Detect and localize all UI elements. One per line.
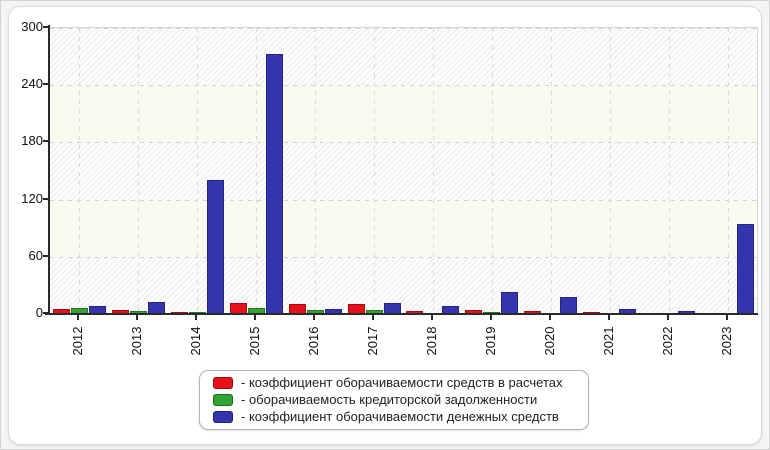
bar-2016-s0 (289, 304, 306, 314)
y-axis-label: 240 (21, 76, 43, 92)
y-tick (43, 83, 48, 86)
legend-swatch-red (213, 377, 233, 389)
background-band (50, 142, 757, 200)
chart-panel: 0 60 120 180 240 300 2012 2013 2014 2015 2016 2017 2… (8, 6, 762, 445)
bar-2019-s2 (501, 292, 518, 314)
bar-2012-s0 (53, 309, 70, 314)
v-gridline (668, 28, 670, 314)
bar-2018-s2 (442, 306, 459, 314)
bar-2012-s2 (89, 306, 106, 314)
background-band (50, 199, 757, 257)
legend-item-receivables-turnover: - коэффициент оборачиваемости средств в … (213, 375, 578, 391)
bar-2014-s2 (207, 180, 224, 314)
v-gridline (315, 28, 317, 314)
x-axis-label: 2015 (247, 326, 263, 356)
x-axis-label: 2012 (70, 326, 86, 356)
x-axis-label: 2020 (541, 326, 557, 356)
background-band (50, 85, 757, 143)
legend-item-cash-turnover: - коэффициент оборачиваемости денежных с… (213, 409, 578, 425)
background-band (50, 28, 757, 86)
bar-2013-s2 (148, 302, 165, 314)
x-tick (725, 315, 728, 320)
legend-label: - оборачиваемость кредиторской задолженн… (241, 392, 538, 407)
legend-swatch-blue (213, 411, 233, 423)
x-axis-label: 2013 (129, 326, 145, 356)
bar-2015-s0 (230, 303, 247, 314)
x-tick (666, 315, 669, 320)
bar-2015-s1 (248, 308, 265, 314)
v-gridline (256, 28, 258, 314)
bar-2021-s2 (619, 309, 636, 314)
bar-2018-s0 (406, 311, 423, 314)
x-axis-label: 2016 (306, 326, 322, 356)
v-gridline (491, 28, 493, 314)
h-gridline (50, 142, 757, 144)
plot-area (49, 27, 758, 315)
bar-2013-s0 (112, 310, 129, 314)
x-axis-label: 2021 (600, 326, 616, 356)
y-tick (43, 140, 48, 143)
v-gridline (432, 28, 434, 314)
h-gridline (50, 85, 757, 87)
background-band (50, 256, 757, 314)
v-gridline (727, 28, 729, 314)
x-axis-label: 2022 (659, 326, 675, 356)
x-tick (548, 315, 551, 320)
bar-2022-s2 (678, 311, 695, 314)
v-gridline (550, 28, 552, 314)
h-gridline (50, 199, 757, 201)
y-tick (43, 26, 48, 28)
v-gridline (79, 28, 81, 314)
x-axis-label: 2019 (482, 326, 498, 356)
y-tick (43, 197, 48, 200)
bar-2017-s2 (384, 303, 401, 314)
x-axis-line (45, 313, 758, 315)
x-tick (430, 315, 433, 320)
bar-2015-s2 (266, 54, 283, 314)
bar-2017-s1 (366, 310, 383, 314)
x-tick (313, 315, 316, 320)
y-axis-label: 0 (35, 305, 43, 320)
legend-item-payables-turnover: - оборачиваемость кредиторской задолженн… (213, 392, 578, 408)
y-axis-label: 180 (21, 133, 43, 149)
x-axis-label: 2023 (718, 326, 734, 356)
y-axis-label: 120 (21, 190, 43, 206)
x-tick (489, 315, 492, 320)
v-gridline (374, 28, 376, 314)
bar-2020-s2 (560, 297, 577, 314)
x-tick (254, 315, 257, 320)
x-axis-label: 2018 (423, 326, 439, 356)
bar-2013-s1 (130, 311, 147, 314)
chart-legend: - коэффициент оборачиваемости средств в … (199, 370, 589, 430)
bar-2012-s1 (71, 308, 88, 314)
bar-2023-s2 (737, 224, 754, 314)
legend-label: - коэффициент оборачиваемости средств в … (241, 375, 563, 390)
bar-2017-s0 (348, 304, 365, 314)
v-gridline (138, 28, 140, 314)
bar-2016-s1 (307, 310, 324, 314)
bar-2020-s0 (524, 311, 541, 314)
y-axis-label: 60 (28, 247, 43, 263)
x-tick (77, 315, 80, 320)
v-gridline (197, 28, 199, 314)
x-tick (607, 315, 610, 320)
x-axis-label: 2017 (365, 326, 381, 356)
legend-label: - коэффициент оборачиваемости денежных с… (241, 409, 559, 424)
x-axis-label: 2014 (188, 326, 204, 356)
bar-2016-s2 (325, 309, 342, 314)
x-tick (372, 315, 375, 320)
h-gridline (50, 256, 757, 258)
y-axis-line (48, 25, 50, 315)
x-tick (136, 315, 139, 320)
y-tick (43, 254, 48, 257)
x-tick (195, 315, 198, 320)
legend-swatch-green (213, 394, 233, 406)
bar-2019-s0 (465, 310, 482, 314)
y-axis-label: 300 (21, 19, 43, 34)
y-tick (43, 312, 48, 314)
v-gridline (609, 28, 611, 314)
h-gridline (50, 28, 757, 29)
